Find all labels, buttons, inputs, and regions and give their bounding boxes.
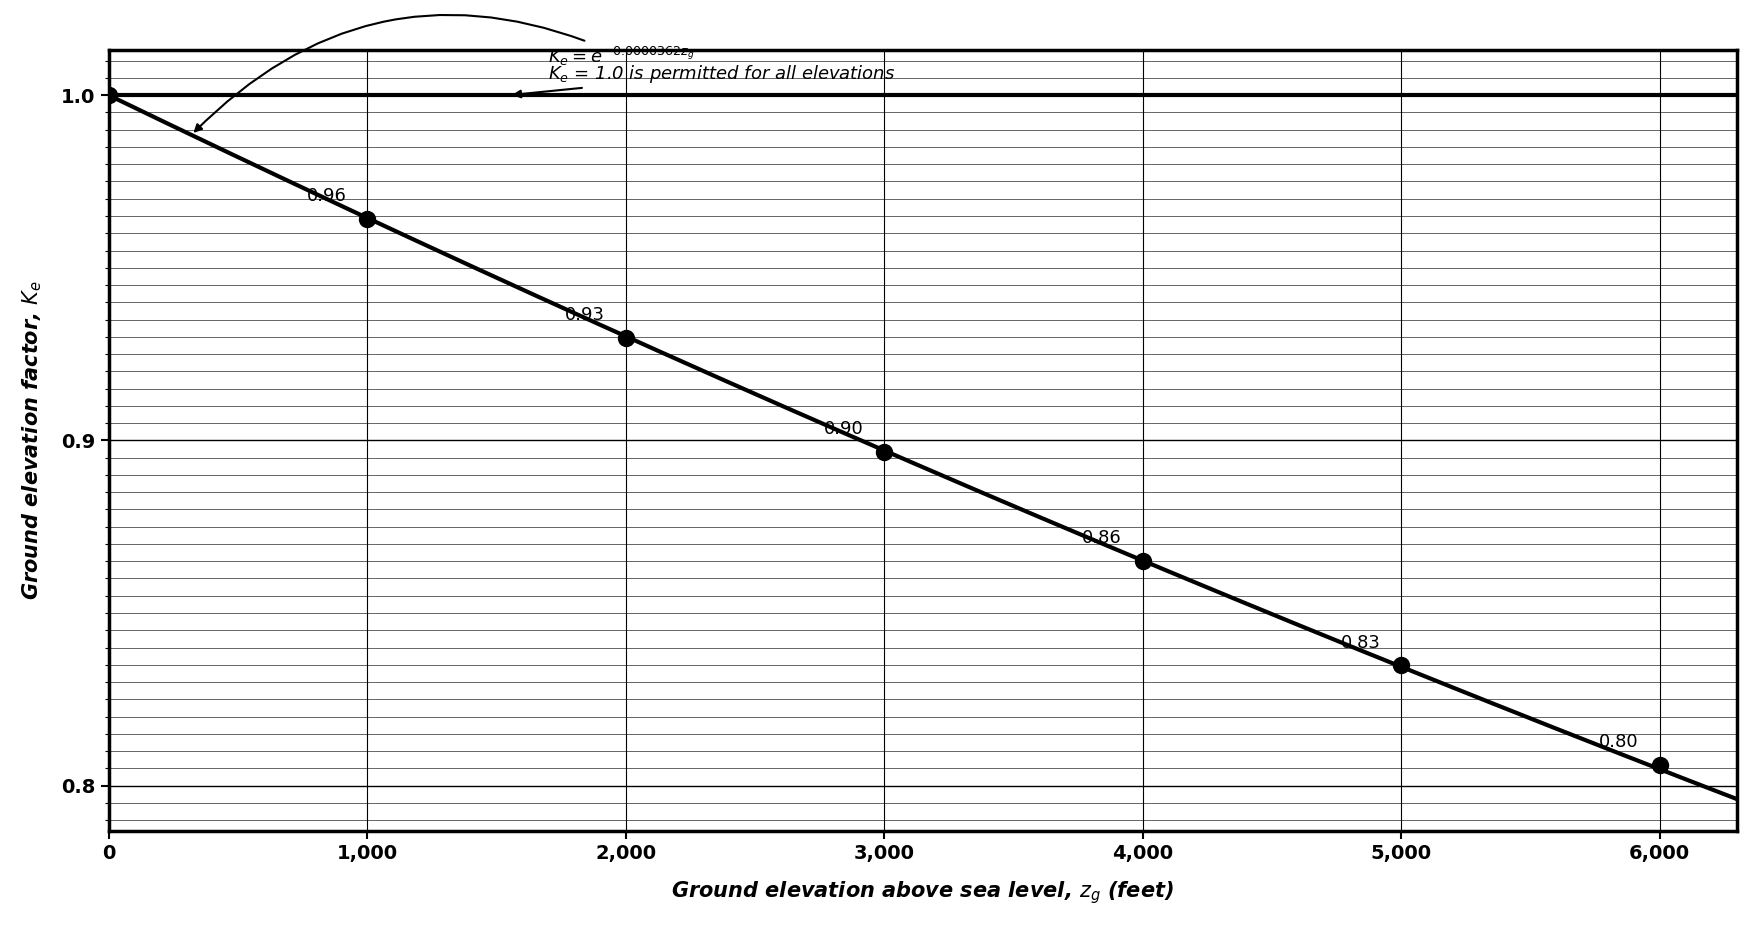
X-axis label: Ground elevation above sea level, $z_g$ (feet): Ground elevation above sea level, $z_g$ … bbox=[671, 880, 1174, 907]
Text: 0.93: 0.93 bbox=[564, 307, 604, 324]
Text: 0.83: 0.83 bbox=[1341, 634, 1379, 652]
Text: 0.90: 0.90 bbox=[824, 420, 863, 438]
Text: $K_e$ = 1.0 is permitted for all elevations: $K_e$ = 1.0 is permitted for all elevati… bbox=[515, 63, 894, 97]
Y-axis label: Ground elevation factor, $K_e$: Ground elevation factor, $K_e$ bbox=[21, 281, 44, 601]
Text: 0.86: 0.86 bbox=[1082, 529, 1121, 548]
Text: 0.80: 0.80 bbox=[1599, 733, 1638, 752]
Text: $K_e = e^{-0.0000362z_g}$: $K_e = e^{-0.0000362z_g}$ bbox=[195, 15, 694, 132]
Text: 0.96: 0.96 bbox=[306, 187, 346, 205]
